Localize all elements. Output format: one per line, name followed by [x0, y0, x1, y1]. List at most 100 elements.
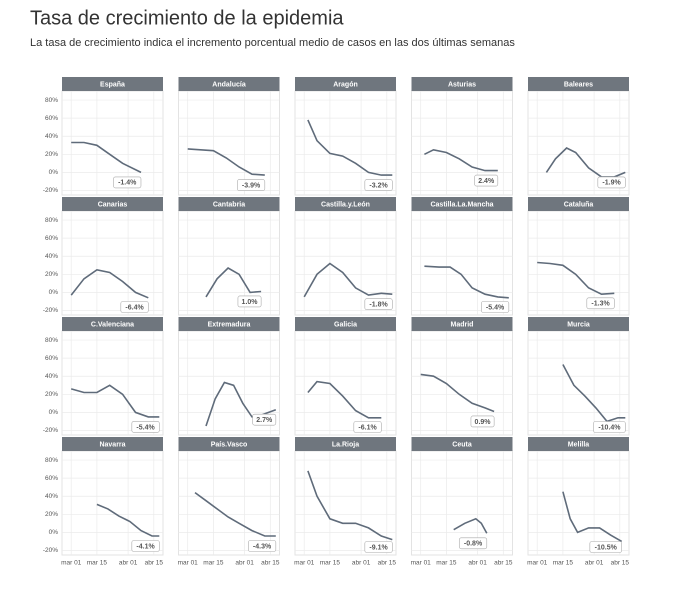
- x-tick-label: mar 15: [553, 560, 574, 567]
- y-tick-label: 20%: [45, 271, 58, 278]
- end-label: -1.3%: [591, 301, 610, 308]
- panel-title: España: [100, 81, 125, 88]
- panel-strip: [62, 437, 163, 451]
- panel-bg: [61, 450, 164, 556]
- end-label: -9.1%: [369, 544, 388, 551]
- trend-line: [307, 470, 393, 541]
- panel-title: Canarias: [98, 201, 128, 208]
- y-tick-label: 60%: [45, 235, 58, 242]
- panel-strip: [178, 197, 280, 211]
- panel-strip: [62, 77, 163, 91]
- panel-title: C.Valenciana: [91, 321, 134, 328]
- trend-line: [303, 262, 393, 298]
- trend-line: [562, 491, 623, 543]
- panel-title: Castilla.La.Mancha: [430, 201, 493, 208]
- panel-strip: [411, 77, 513, 91]
- panel-bg: [411, 330, 513, 436]
- x-tick-label: abr 01: [119, 560, 138, 567]
- panel-title: Castilla.y.León: [321, 201, 370, 208]
- panel-strip: [295, 77, 396, 91]
- panel-strip: [411, 317, 513, 331]
- trend-line: [194, 491, 276, 537]
- y-tick-label: 0%: [49, 409, 59, 416]
- y-tick-label: 0%: [49, 289, 59, 296]
- panel-title: Murcia: [567, 321, 590, 328]
- end-label-box: [120, 301, 149, 313]
- x-tick-label: mar 15: [87, 560, 108, 567]
- end-label-box: [597, 176, 626, 189]
- panel-title: La.Rioja: [332, 441, 359, 448]
- panel-strip: [411, 197, 513, 211]
- panel-strip: [178, 77, 280, 91]
- panel-strip: [411, 437, 513, 451]
- y-tick-label: 60%: [45, 115, 58, 122]
- end-label: -4.3%: [253, 543, 272, 550]
- trend-line: [71, 141, 142, 174]
- trend-line: [70, 268, 149, 299]
- y-tick-label: -20%: [43, 187, 58, 194]
- panel-strip: [528, 197, 629, 211]
- x-tick-label: abr 15: [145, 560, 164, 567]
- trend-line: [537, 261, 615, 296]
- end-label-box: [364, 179, 393, 191]
- chart-subtitle: La tasa de crecimiento indica el increme…: [30, 37, 515, 49]
- x-tick-label: abr 15: [261, 560, 280, 567]
- end-label: -3.9%: [242, 182, 261, 189]
- end-label: -1.4%: [118, 180, 137, 187]
- panel-title: Galicia: [334, 321, 357, 328]
- x-tick-label: abr 01: [352, 560, 371, 567]
- panel-bg: [294, 90, 397, 196]
- trend-line: [96, 503, 160, 537]
- panel-bg: [527, 330, 630, 436]
- end-label: 2.4%: [478, 178, 495, 185]
- end-label: -0.8%: [464, 541, 483, 548]
- end-label: -10.4%: [598, 424, 621, 431]
- y-tick-label: -20%: [43, 547, 58, 554]
- panel-title: Melilla: [568, 441, 590, 448]
- panel-bg: [61, 210, 164, 316]
- x-tick-label: mar 01: [61, 560, 82, 567]
- y-tick-label: 80%: [45, 217, 58, 224]
- x-tick-label: mar 15: [203, 560, 224, 567]
- y-tick-label: -20%: [43, 427, 58, 434]
- end-label-box: [474, 174, 499, 187]
- trend-line: [187, 148, 265, 176]
- x-tick-label: mar 01: [411, 560, 432, 567]
- y-tick-label: 0%: [49, 169, 59, 176]
- y-tick-label: 40%: [45, 253, 58, 260]
- end-label: -6.1%: [358, 424, 377, 431]
- trend-line: [453, 517, 488, 534]
- end-label-box: [593, 421, 626, 433]
- end-label: -6.4%: [125, 304, 144, 311]
- panel-bg: [294, 450, 397, 556]
- y-tick-label: 20%: [45, 511, 58, 518]
- trend-line: [562, 364, 626, 423]
- panel-strip: [528, 437, 629, 451]
- end-label-box: [481, 301, 510, 313]
- y-tick-label: 60%: [45, 355, 58, 362]
- end-label-box: [237, 295, 262, 308]
- y-tick-label: 40%: [45, 493, 58, 500]
- panel-strip: [62, 317, 163, 331]
- y-tick-label: -20%: [43, 307, 58, 314]
- panel-bg: [178, 450, 280, 556]
- panel-bg: [411, 210, 513, 316]
- panel-strip: [62, 197, 163, 211]
- trend-line: [424, 265, 509, 299]
- panel-bg: [61, 330, 164, 436]
- panel-bg: [178, 210, 280, 316]
- x-tick-label: abr 15: [378, 560, 397, 567]
- end-label: 0.9%: [475, 419, 492, 426]
- y-tick-label: 20%: [45, 391, 58, 398]
- panel-title: Navarra: [99, 441, 125, 448]
- end-label-box: [364, 541, 393, 553]
- end-label: -3.2%: [369, 182, 388, 189]
- panel-title: Asturias: [448, 81, 476, 88]
- end-label: -1.8%: [369, 302, 388, 309]
- end-label: -4.1%: [136, 543, 155, 550]
- panel-title: Baleares: [564, 81, 593, 88]
- end-label-box: [586, 297, 615, 310]
- end-label-box: [113, 176, 142, 189]
